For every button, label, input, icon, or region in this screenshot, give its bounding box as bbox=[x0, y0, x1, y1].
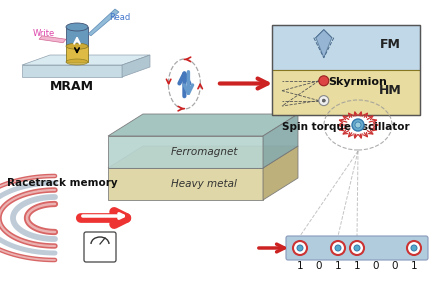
Circle shape bbox=[331, 241, 345, 255]
FancyBboxPatch shape bbox=[84, 232, 116, 262]
FancyBboxPatch shape bbox=[66, 46, 88, 62]
Circle shape bbox=[319, 76, 329, 86]
Polygon shape bbox=[108, 136, 263, 168]
Circle shape bbox=[293, 241, 307, 255]
FancyBboxPatch shape bbox=[286, 236, 428, 260]
Text: 0: 0 bbox=[373, 261, 379, 271]
Text: 0: 0 bbox=[392, 261, 398, 271]
Text: Read: Read bbox=[110, 13, 131, 22]
Circle shape bbox=[354, 245, 360, 251]
Polygon shape bbox=[22, 55, 150, 65]
Bar bbox=[272, 70, 420, 115]
Polygon shape bbox=[108, 114, 298, 136]
Text: Skyrmion: Skyrmion bbox=[329, 77, 388, 87]
Text: MRAM: MRAM bbox=[50, 80, 94, 94]
Text: HM: HM bbox=[379, 84, 402, 97]
Polygon shape bbox=[108, 146, 298, 168]
Circle shape bbox=[319, 96, 329, 106]
Text: 1: 1 bbox=[354, 261, 360, 271]
Ellipse shape bbox=[66, 43, 88, 49]
Circle shape bbox=[350, 241, 364, 255]
Circle shape bbox=[411, 245, 417, 251]
Circle shape bbox=[355, 122, 361, 128]
Polygon shape bbox=[263, 146, 298, 200]
Circle shape bbox=[352, 119, 364, 131]
Bar bbox=[272, 25, 420, 70]
Text: 1: 1 bbox=[335, 261, 341, 271]
Polygon shape bbox=[316, 30, 332, 58]
Polygon shape bbox=[22, 65, 122, 77]
Text: 1: 1 bbox=[410, 261, 417, 271]
Polygon shape bbox=[39, 36, 66, 43]
Text: 1: 1 bbox=[297, 261, 303, 271]
Text: 0: 0 bbox=[316, 261, 322, 271]
Circle shape bbox=[407, 241, 421, 255]
Text: Racetrack memory: Racetrack memory bbox=[7, 178, 118, 188]
Text: Write: Write bbox=[33, 28, 55, 38]
Polygon shape bbox=[263, 114, 298, 168]
Circle shape bbox=[335, 245, 341, 251]
Bar bbox=[272, 25, 420, 115]
Text: Ferromagnet: Ferromagnet bbox=[170, 147, 238, 157]
Circle shape bbox=[297, 245, 303, 251]
Polygon shape bbox=[88, 9, 119, 36]
Ellipse shape bbox=[66, 23, 88, 31]
Circle shape bbox=[322, 99, 325, 102]
Text: Spin torque oscillator: Spin torque oscillator bbox=[282, 122, 410, 132]
FancyBboxPatch shape bbox=[66, 27, 88, 46]
Text: FM: FM bbox=[380, 38, 401, 51]
Polygon shape bbox=[108, 168, 263, 200]
Ellipse shape bbox=[66, 59, 88, 65]
Text: Heavy metal: Heavy metal bbox=[171, 179, 237, 189]
Polygon shape bbox=[122, 55, 150, 77]
